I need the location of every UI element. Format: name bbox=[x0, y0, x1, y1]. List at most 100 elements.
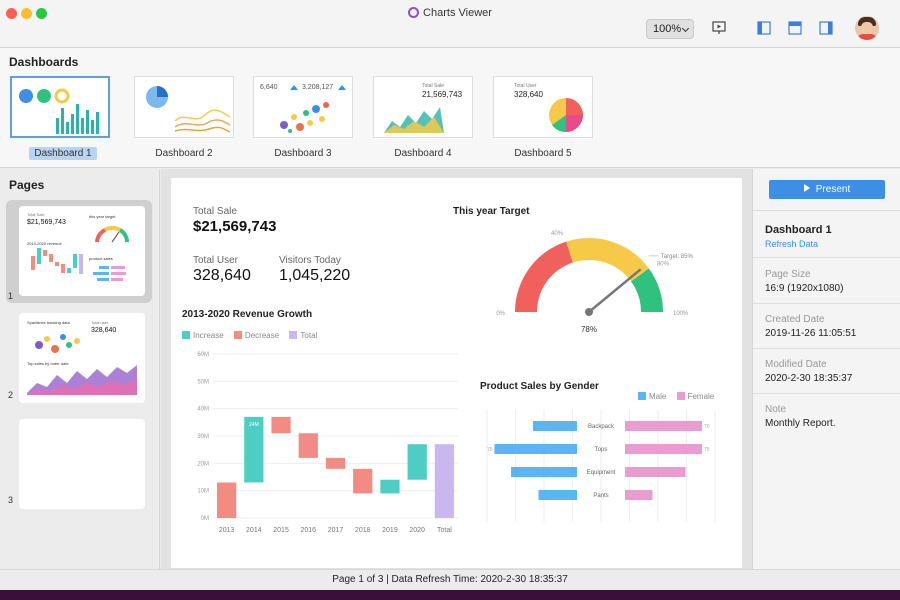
dashboard-1-preview bbox=[19, 88, 99, 134]
page-size-value: 16:9 (1920x1080) bbox=[765, 283, 844, 294]
gauge-tick-label: 80% bbox=[657, 262, 670, 268]
properties-panel: Present Dashboard 1 Refresh Data Page Si… bbox=[752, 169, 900, 569]
user-avatar[interactable] bbox=[855, 16, 879, 40]
top-panel-toggle-icon[interactable] bbox=[788, 21, 802, 35]
dashboard-label-5[interactable]: Dashboard 5 bbox=[514, 148, 572, 159]
total-user-value: 328,640 bbox=[193, 267, 251, 284]
dashboard-thumb-2[interactable] bbox=[134, 76, 234, 138]
visitors-today-value: 1,045,220 bbox=[279, 267, 351, 284]
y-tick-label: 30M bbox=[197, 434, 209, 440]
gauge-value-label: 78% bbox=[581, 325, 597, 334]
page-1-mini-value: $21,569,743 bbox=[27, 219, 66, 226]
legend-male: Male bbox=[649, 392, 667, 401]
divider bbox=[753, 210, 900, 211]
legend-total: Total bbox=[300, 331, 318, 340]
category-label: Tops bbox=[595, 447, 608, 453]
minimize-window-button[interactable] bbox=[21, 8, 32, 19]
target-gauge-chart: 0% 40% 80% 100% Target: 85% 78% bbox=[496, 231, 694, 334]
dashboard-label-3[interactable]: Dashboard 3 bbox=[274, 148, 332, 159]
page-2-preview bbox=[27, 334, 137, 395]
dashboard-thumb-5[interactable]: Total User 328,640 bbox=[493, 76, 593, 138]
gauge-tick-label: 0% bbox=[496, 311, 505, 317]
waterfall-bar bbox=[380, 479, 400, 494]
y-tick-label: 60M bbox=[197, 352, 209, 358]
female-bar bbox=[625, 467, 686, 477]
total-sale-value: $21,569,743 bbox=[193, 218, 277, 235]
gender-butterfly-chart: Backpack 70 Tops 75 75 Equipment Pants bbox=[486, 410, 716, 522]
female-bar bbox=[625, 444, 702, 454]
title-bar: Charts Viewer 100% bbox=[0, 0, 900, 48]
x-tick-label: 2015 bbox=[273, 527, 289, 534]
waterfall-bar bbox=[244, 416, 264, 483]
total-sale-label: Total Sale bbox=[193, 206, 237, 217]
female-bar bbox=[625, 490, 653, 500]
visitors-today-label: Visitors Today bbox=[279, 255, 341, 266]
total-user-label: Total User bbox=[193, 255, 239, 266]
note-value: Monthly Report. bbox=[765, 418, 836, 429]
zoom-window-button[interactable] bbox=[36, 8, 47, 19]
y-tick-label: 10M bbox=[197, 489, 209, 495]
zoom-select[interactable]: 100% bbox=[646, 19, 694, 39]
page-1-mini-label: Total Sale bbox=[27, 212, 45, 217]
dashboard-label-2[interactable]: Dashboard 2 bbox=[155, 148, 213, 159]
gender-chart-title: Product Sales by Gender bbox=[480, 381, 599, 392]
modified-date-value: 2020-2-30 18:35:37 bbox=[765, 373, 853, 384]
page-1-mini-revenue: 2013-2020 revenue bbox=[27, 241, 62, 246]
gauge-segment bbox=[566, 238, 649, 282]
dashboard-4-kpi-label: Total Sale bbox=[422, 83, 444, 89]
gauge-needle bbox=[587, 268, 642, 314]
revenue-waterfall-chart: 0M 10M 20M 30M 40M 50M 60M 2013 24M 2014 2015 2016 2… bbox=[197, 352, 458, 534]
dashboard-label-1[interactable]: Dashboard 1 bbox=[13, 147, 113, 160]
dashboard-4-preview bbox=[384, 107, 444, 133]
revenue-chart-legend: Increase Decrease Total bbox=[182, 331, 317, 340]
male-bar bbox=[511, 467, 577, 477]
close-window-button[interactable] bbox=[6, 8, 17, 19]
dashboards-heading: Dashboards bbox=[9, 55, 79, 69]
right-panel-toggle-icon[interactable] bbox=[819, 21, 833, 35]
pages-heading: Pages bbox=[9, 178, 45, 192]
dashboard-5-preview bbox=[549, 98, 583, 133]
play-icon bbox=[803, 184, 810, 192]
dashboard-thumb-4[interactable]: Total Sale 21,569,743 bbox=[373, 76, 473, 138]
dashboard-3-preview bbox=[280, 85, 346, 133]
divider bbox=[753, 393, 900, 394]
male-bar bbox=[494, 444, 577, 454]
refresh-data-link[interactable]: Refresh Data bbox=[765, 239, 819, 249]
revenue-chart-title: 2013-2020 Revenue Growth bbox=[182, 309, 313, 320]
x-tick-label: 2019 bbox=[382, 527, 398, 534]
dashboard-label-4[interactable]: Dashboard 4 bbox=[394, 148, 452, 159]
dashboard-3-kpi-a: 6,640 bbox=[260, 84, 278, 91]
page-thumb-1[interactable]: Total Sale $21,569,743 this year target … bbox=[19, 206, 145, 296]
present-button[interactable]: Present bbox=[769, 180, 885, 199]
report-canvas-area: Total Sale $21,569,743 Total User 328,64… bbox=[161, 169, 752, 569]
x-tick-label: 2013 bbox=[219, 527, 235, 534]
x-tick-label: 2017 bbox=[328, 527, 344, 534]
male-bar bbox=[533, 421, 577, 431]
gauge-segment bbox=[631, 268, 663, 312]
left-panel-toggle-icon[interactable] bbox=[757, 21, 771, 35]
x-tick-label: 2020 bbox=[409, 527, 425, 534]
dashboard-thumb-3[interactable]: 6,640 3,208,127 bbox=[253, 76, 353, 138]
dashboard-thumb-1[interactable] bbox=[10, 76, 110, 138]
male-value-label: 75 bbox=[487, 447, 493, 453]
page-thumb-2[interactable]: Sparklines tracking data Total user 328,… bbox=[19, 313, 145, 403]
dashboard-5-kpi-value: 328,640 bbox=[514, 90, 543, 99]
modified-date-label: Modified Date bbox=[765, 359, 827, 370]
page-thumb-3[interactable] bbox=[19, 419, 145, 509]
created-date-label: Created Date bbox=[765, 314, 825, 325]
category-label: Pants bbox=[593, 493, 608, 499]
present-screen-icon[interactable] bbox=[712, 21, 726, 35]
waterfall-bar bbox=[217, 482, 237, 518]
gauge-pivot bbox=[585, 308, 593, 316]
page-2-mini-title-a: Sparklines tracking data bbox=[27, 320, 70, 325]
y-tick-label: 50M bbox=[197, 379, 209, 385]
report-page: Total Sale $21,569,743 Total User 328,64… bbox=[171, 178, 742, 568]
waterfall-bar bbox=[434, 444, 454, 518]
gauge-target-label: Target: 85% bbox=[661, 254, 694, 260]
x-tick-label: Total bbox=[437, 527, 452, 534]
category-label: Equipment bbox=[587, 470, 616, 476]
page-1-mini-target: this year target bbox=[89, 214, 116, 219]
divider bbox=[753, 348, 900, 349]
legend-increase: Increase bbox=[193, 331, 224, 340]
